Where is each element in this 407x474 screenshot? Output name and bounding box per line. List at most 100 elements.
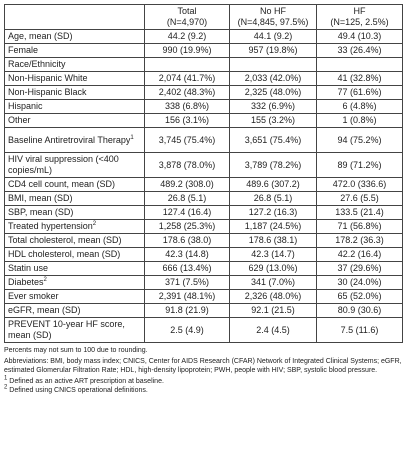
cell-total: 371 (7.5%): [144, 275, 230, 290]
table-row: Race/Ethnicity: [4, 57, 403, 72]
cell-total: 3,878 (78.0%): [144, 152, 230, 178]
cell-total: 1,258 (25.3%): [144, 219, 230, 234]
header-total-title: Total: [177, 6, 197, 16]
table-body: Age, mean (SD) 44.2 (9.2) 44.1 (9.2) 49.4 (…: [4, 29, 403, 343]
row-label: SBP, mean (SD): [8, 207, 74, 217]
table-row: PREVENT 10-year HF score, mean (SD) 2.5 (…: [4, 317, 403, 343]
row-label: Race/Ethnicity: [8, 59, 66, 69]
row-label: BMI, mean (SD): [8, 193, 73, 203]
footnote-def-2-text: Defined using CNICS operational definiti…: [9, 387, 148, 394]
header-hf-title: HF: [353, 6, 366, 16]
table-row: Diabetes2 371 (7.5%) 341 (7.0%) 30 (24.0%): [4, 275, 403, 290]
header-no-hf-n: (N=4,845, 97.5%): [237, 17, 309, 27]
footnote-def-2: 2 Defined using CNICS operational defini…: [4, 385, 402, 395]
row-label: Age, mean (SD): [8, 31, 73, 41]
row-label-cell: Other: [4, 113, 145, 128]
cell-nohf: 629 (13.0%): [229, 261, 317, 276]
footnotes: Percents may not sum to 100 due to round…: [4, 346, 402, 395]
cell-nohf: [229, 57, 317, 72]
cell-nohf: 178.6 (38.1): [229, 233, 317, 248]
row-label-cell: Age, mean (SD): [4, 29, 145, 44]
cell-hf: 94 (75.2%): [316, 127, 403, 153]
row-label-cell: HIV viral suppression (<400 copies/mL): [4, 152, 145, 178]
row-label-cell: Non-Hispanic Black: [4, 85, 145, 100]
row-label-cell: SBP, mean (SD): [4, 205, 145, 220]
row-label: Female: [8, 45, 39, 55]
cell-nohf: 341 (7.0%): [229, 275, 317, 290]
row-label: PREVENT 10-year HF score, mean (SD): [8, 319, 125, 340]
cell-nohf: 42.3 (14.7): [229, 247, 317, 262]
cell-nohf: 1,187 (24.5%): [229, 219, 317, 234]
footnote-marker: 2: [92, 221, 97, 227]
table-row: Statin use 666 (13.4%) 629 (13.0%) 37 (29.6…: [4, 261, 403, 276]
row-label-cell: Hispanic: [4, 99, 145, 114]
row-label: HDL cholesterol, mean (SD): [8, 249, 121, 259]
cell-hf: 80.9 (30.6): [316, 303, 403, 318]
cell-hf: 178.2 (36.3): [316, 233, 403, 248]
cell-total: 990 (19.9%): [144, 43, 230, 58]
row-label: Total cholesterol, mean (SD): [8, 235, 122, 245]
cell-nohf: 3,651 (75.4%): [229, 127, 317, 153]
row-label-cell: Ever smoker: [4, 289, 145, 304]
cell-total: 2,402 (48.3%): [144, 85, 230, 100]
cell-hf: 42.2 (16.4): [316, 247, 403, 262]
table-row: Treated hypertension2 1,258 (25.3%) 1,187 …: [4, 219, 403, 234]
table-row: Other 156 (3.1%) 155 (3.2%) 1 (0.8%): [4, 113, 403, 128]
row-label: Hispanic: [8, 101, 43, 111]
cell-hf: 472.0 (336.6): [316, 177, 403, 192]
cell-nohf: 44.1 (9.2): [229, 29, 317, 44]
row-label-cell: HDL cholesterol, mean (SD): [4, 247, 145, 262]
header-total-n: (N=4,970): [166, 17, 208, 27]
row-label-cell: PREVENT 10-year HF score, mean (SD): [4, 317, 145, 343]
cell-nohf: 26.8 (5.1): [229, 191, 317, 206]
row-label-cell: eGFR, mean (SD): [4, 303, 145, 318]
footnote-def-1-marker: 1: [4, 375, 8, 382]
cell-total: 91.8 (21.9): [144, 303, 230, 318]
row-label: Treated hypertension: [8, 221, 93, 231]
row-label: Ever smoker: [8, 291, 59, 301]
table-row: eGFR, mean (SD) 91.8 (21.9) 92.1 (21.5) 80.…: [4, 303, 403, 318]
cell-total: 26.8 (5.1): [144, 191, 230, 206]
row-label-cell: Treated hypertension2: [4, 219, 145, 234]
table-row: Age, mean (SD) 44.2 (9.2) 44.1 (9.2) 49.4 (…: [4, 29, 403, 44]
row-label: CD4 cell count, mean (SD): [8, 179, 116, 189]
row-label-cell: Baseline Antiretroviral Therapy1: [4, 127, 145, 153]
table-row: Hispanic 338 (6.8%) 332 (6.9%) 6 (4.8%): [4, 99, 403, 114]
cell-hf: [316, 57, 403, 72]
row-label: Non-Hispanic Black: [8, 87, 87, 97]
row-label-cell: Statin use: [4, 261, 145, 276]
cell-hf: 89 (71.2%): [316, 152, 403, 178]
table-row: SBP, mean (SD) 127.4 (16.4) 127.2 (16.3) 13…: [4, 205, 403, 220]
cell-total: 44.2 (9.2): [144, 29, 230, 44]
cell-nohf: 957 (19.8%): [229, 43, 317, 58]
cell-total: 338 (6.8%): [144, 99, 230, 114]
cell-nohf: 332 (6.9%): [229, 99, 317, 114]
cell-total: 666 (13.4%): [144, 261, 230, 276]
table-row: BMI, mean (SD) 26.8 (5.1) 26.8 (5.1) 27.6 (…: [4, 191, 403, 206]
cell-hf: 77 (61.6%): [316, 85, 403, 100]
row-label: Statin use: [8, 263, 49, 273]
footnote-abbreviations: Abbreviations: BMI, body mass index; CNI…: [4, 358, 402, 374]
row-label-cell: Total cholesterol, mean (SD): [4, 233, 145, 248]
cell-nohf: 3,789 (78.2%): [229, 152, 317, 178]
cell-total: 127.4 (16.4): [144, 205, 230, 220]
table-row: Non-Hispanic White 2,074 (41.7%) 2,033 (42…: [4, 71, 403, 86]
cell-total: 2,074 (41.7%): [144, 71, 230, 86]
characteristics-table: Total (N=4,970) No HF (N=4,845, 97.5%) H…: [4, 4, 403, 343]
cell-hf: 27.6 (5.5): [316, 191, 403, 206]
footnote-def-1-text: Defined as an active ART prescription at…: [9, 378, 164, 385]
row-label-cell: Female: [4, 43, 145, 58]
header-no-hf: No HF (N=4,845, 97.5%): [229, 4, 317, 30]
cell-hf: 71 (56.8%): [316, 219, 403, 234]
row-label-cell: Non-Hispanic White: [4, 71, 145, 86]
row-label: eGFR, mean (SD): [8, 305, 81, 315]
table-header-row: Total (N=4,970) No HF (N=4,845, 97.5%) H…: [4, 4, 403, 30]
footnote-marker: 1: [130, 134, 134, 141]
cell-nohf: 2,325 (48.0%): [229, 85, 317, 100]
cell-nohf: 2,033 (42.0%): [229, 71, 317, 86]
row-label: Other: [8, 115, 31, 125]
table-row: HDL cholesterol, mean (SD) 42.3 (14.8) 42.…: [4, 247, 403, 262]
cell-hf: 1 (0.8%): [316, 113, 403, 128]
footnote-def-1: 1 Defined as an active ART prescription …: [4, 375, 402, 386]
